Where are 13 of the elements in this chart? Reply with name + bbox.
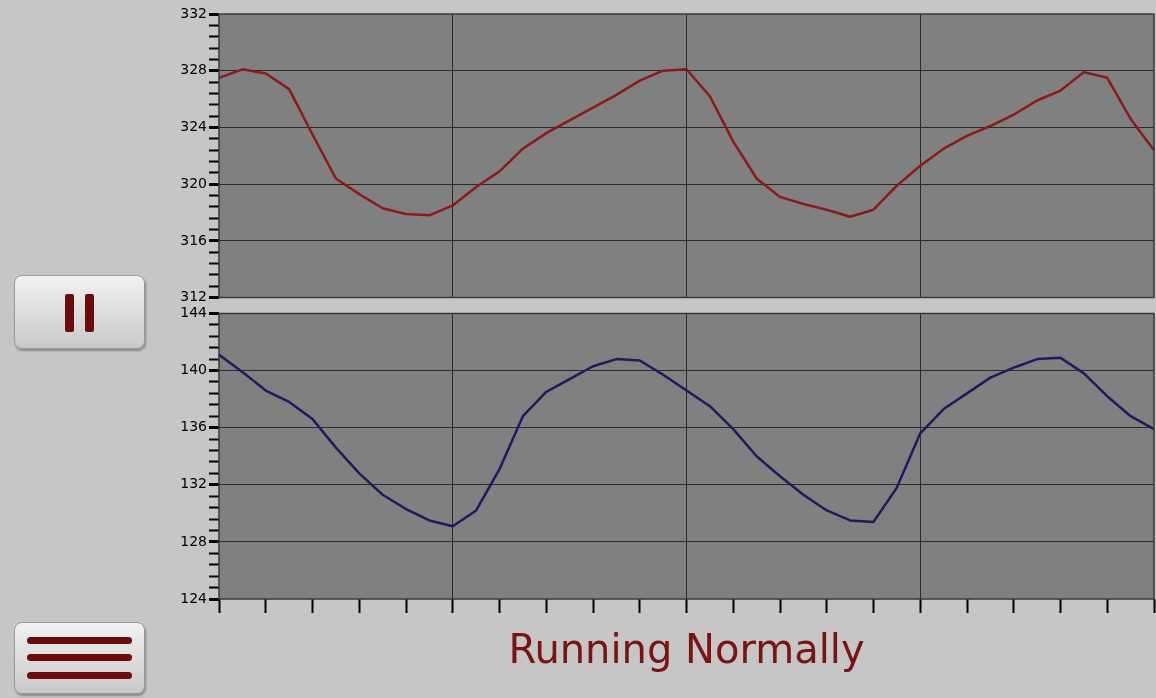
- y-tick-label: 312: [180, 288, 207, 305]
- y-tick-label: 328: [180, 61, 207, 78]
- y-tick-label: 124: [180, 589, 208, 606]
- y-tick-label: 136: [180, 418, 208, 435]
- text: Running Normally: [507, 626, 866, 672]
- y-tick-label: 320: [180, 174, 207, 191]
- y-tick-label: 144: [180, 304, 208, 321]
- y-tick-label: 316: [180, 231, 208, 248]
- y-tick-label: 140: [180, 361, 207, 378]
- y-tick-label: 128: [180, 532, 207, 549]
- y-tick-label: 332: [180, 4, 207, 21]
- y-tick-label: 324: [180, 118, 208, 135]
- y-tick-label: 132: [180, 475, 207, 492]
